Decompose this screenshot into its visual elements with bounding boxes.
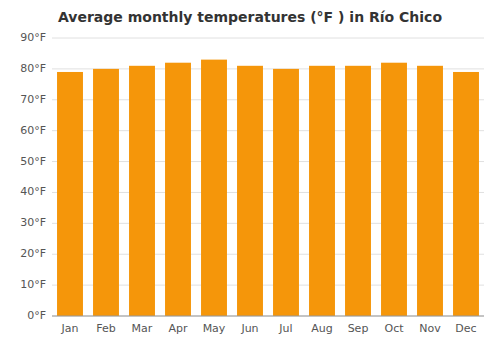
bar [129, 66, 155, 316]
y-tick-label: 80°F [20, 62, 46, 75]
bar [417, 66, 443, 316]
x-axis-line [52, 316, 484, 317]
x-tick-label: Oct [384, 322, 404, 335]
y-tick-label: 20°F [20, 247, 46, 260]
y-tick-label: 0°F [27, 309, 46, 322]
chart-svg: 0°F 10°F 20°F 30°F 40°F 50°F 60°F 70°F 80°F 90°F J… [0, 0, 500, 350]
x-tick-label: Nov [419, 322, 441, 335]
x-tick-label: Aug [311, 322, 332, 335]
x-tick-label: Mar [132, 322, 153, 335]
y-tick-label: 40°F [20, 185, 46, 198]
x-tick-label: Jun [240, 322, 258, 335]
x-tick-label: May [203, 322, 226, 335]
bar [273, 69, 299, 316]
x-tick-label: Apr [168, 322, 188, 335]
bar [237, 66, 263, 316]
bar [165, 63, 191, 316]
grid-line [52, 38, 484, 39]
y-axis: 0°F 10°F 20°F 30°F 40°F 50°F 60°F 70°F 80°F 90°F [20, 31, 46, 322]
y-tick-label: 50°F [20, 155, 46, 168]
x-axis: Jan Feb Mar Apr May Jun Jul Aug Sep Oct Nov Dec [52, 316, 484, 335]
x-tick-label: Sep [348, 322, 369, 335]
bars [57, 60, 479, 316]
y-tick-label: 70°F [20, 93, 46, 106]
bar [93, 69, 119, 316]
x-tick-label: Dec [455, 322, 476, 335]
y-tick-label: 30°F [20, 216, 46, 229]
grid-line [52, 316, 484, 317]
bar [345, 66, 371, 316]
y-tick-label: 90°F [20, 31, 46, 44]
x-tick-label: Jan [61, 322, 79, 335]
bar [453, 72, 479, 316]
bar [201, 60, 227, 316]
title: Average monthly temperatures (°F ) in Rí… [58, 9, 442, 25]
chart-container: 0°F 10°F 20°F 30°F 40°F 50°F 60°F 70°F 80°F 90°F J… [0, 0, 500, 350]
y-tick-label: 10°F [20, 278, 46, 291]
bar [381, 63, 407, 316]
x-tick-label: Jul [278, 322, 292, 335]
x-tick-label: Feb [96, 322, 115, 335]
bar [57, 72, 83, 316]
grid [52, 38, 484, 316]
y-tick-label: 60°F [20, 124, 46, 137]
bar [309, 66, 335, 316]
